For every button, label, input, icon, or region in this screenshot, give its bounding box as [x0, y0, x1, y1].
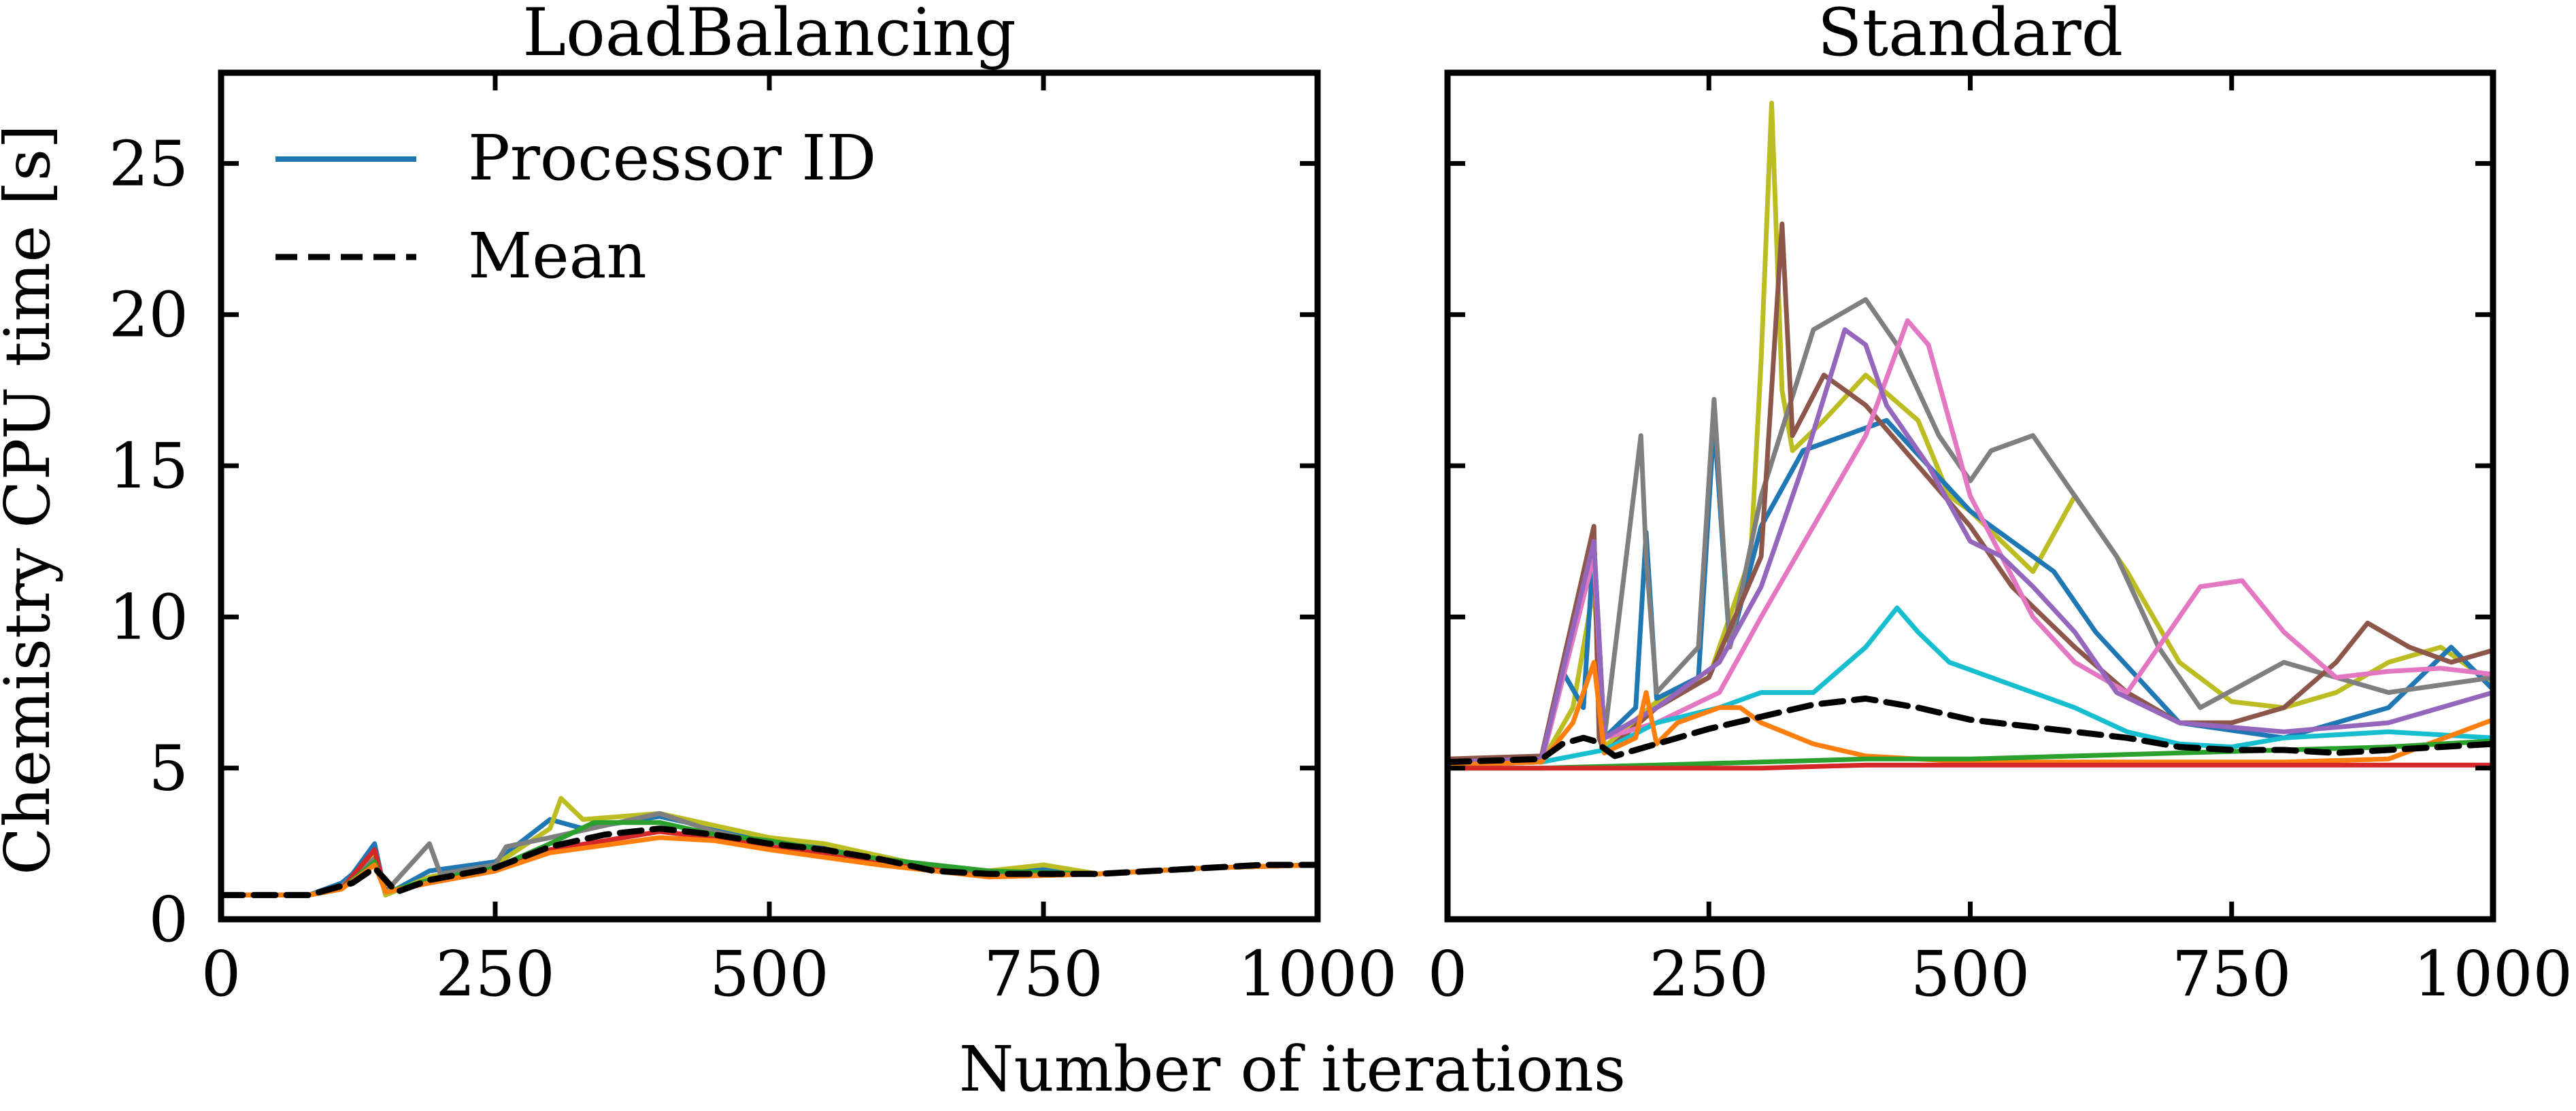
series-line-processor-0	[1448, 101, 2493, 768]
y-tick-label: 10	[109, 581, 188, 653]
series-line-mean	[221, 825, 1318, 898]
y-tick-label: 25	[109, 127, 188, 200]
panel-title: LoadBalancing	[522, 0, 1016, 71]
legend-label-processor-id: Processor ID	[468, 122, 876, 194]
x-tick-label: 500	[709, 938, 829, 1010]
y-tick-label: 0	[148, 883, 188, 956]
y-axis-label: Chemistry CPU time [s]	[0, 124, 64, 875]
legend-label-mean: Mean	[468, 220, 647, 292]
x-tick-label: 750	[2172, 938, 2292, 1010]
axes-frame	[218, 69, 1321, 923]
x-tick-label: 0	[1428, 938, 1468, 1010]
x-axis-label: Number of iterations	[959, 1033, 1626, 1106]
series-line-processor-5	[1448, 327, 2493, 765]
series-group	[1448, 101, 2493, 771]
panel-loadbalancing: LoadBalancing 0 250 500 750 1000 0 5 10 15 20 25	[109, 0, 1397, 1010]
y-tick-label: 20	[109, 279, 188, 352]
series-line-processor-9	[1448, 762, 2493, 771]
x-tick-label: 750	[984, 938, 1103, 1010]
legend: Processor ID Mean	[275, 122, 876, 292]
x-tick-label: 1000	[1238, 938, 1397, 1010]
plot-layer: LoadBalancing 0 250 500 750 1000 0 5 10 15 20 25 Sta…	[109, 0, 2573, 1010]
x-tick-label: 500	[1911, 938, 2030, 1010]
y-tick-label: 15	[109, 430, 188, 502]
series-group	[221, 796, 1318, 898]
x-tick-label: 250	[1649, 938, 1769, 1010]
x-tick-label: 250	[435, 938, 555, 1010]
y-tick-label: 5	[148, 732, 188, 805]
panel-title: Standard	[1818, 0, 2123, 71]
x-tick-label: 0	[201, 938, 241, 1010]
series-line-processor-7	[1448, 660, 2493, 768]
series-line-mean	[1448, 695, 2493, 766]
panel-standard: Standard 0 250 500 750 1000	[1428, 0, 2573, 1010]
x-tick-label: 1000	[2413, 938, 2573, 1010]
